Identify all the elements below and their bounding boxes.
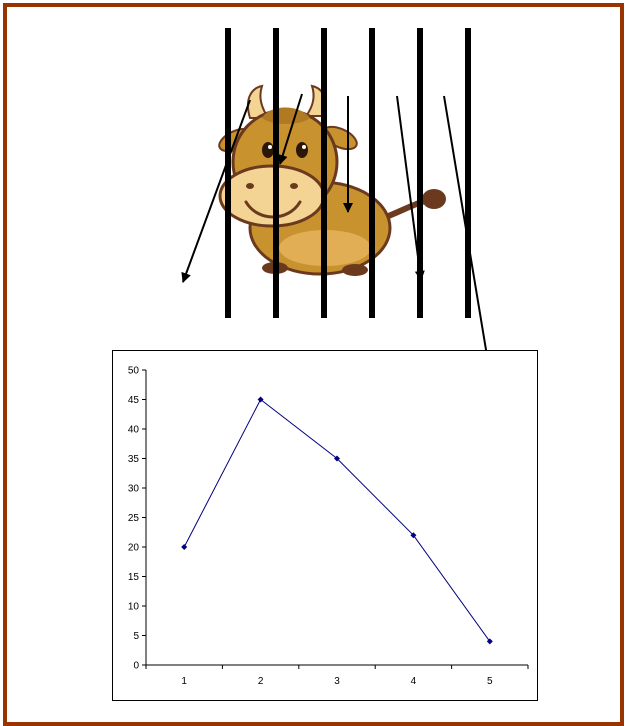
- data-point-marker: [410, 532, 417, 539]
- data-point-marker: [334, 455, 340, 462]
- arrow: [181, 99, 251, 283]
- y-axis-ticks: 0 5 10 15 20 25 30 35 40 45 50: [128, 366, 146, 672]
- arrow: [277, 93, 303, 165]
- y-tick-label: 45: [128, 395, 140, 406]
- arrow: [396, 95, 425, 281]
- x-tick-label: 3: [334, 676, 340, 687]
- y-tick-label: 30: [128, 484, 140, 495]
- slide-border-frame: [3, 3, 624, 726]
- y-tick-label: 15: [128, 572, 140, 583]
- y-tick-label: 0: [133, 661, 139, 672]
- y-tick-label: 50: [128, 366, 140, 377]
- chart-series: [181, 396, 493, 645]
- cartoon-bull-icon: [218, 84, 446, 276]
- x-tick-label: 5: [487, 676, 493, 687]
- x-axis-ticks: 1 2 3 4 5: [145, 665, 529, 687]
- x-tick-label: 4: [411, 676, 417, 687]
- y-tick-label: 35: [128, 454, 140, 465]
- y-tick-label: 20: [128, 543, 140, 554]
- x-tick-label: 2: [258, 676, 264, 687]
- x-tick-label: 1: [181, 676, 187, 687]
- data-point-marker: [181, 544, 188, 550]
- data-point-marker: [486, 638, 493, 645]
- y-tick-label: 25: [128, 513, 140, 524]
- y-tick-label: 10: [128, 602, 140, 613]
- arrow: [443, 95, 495, 381]
- arrows: [181, 93, 495, 381]
- y-tick-label: 5: [133, 631, 139, 642]
- data-point-marker: [257, 396, 264, 403]
- chart-area-border: [112, 350, 538, 701]
- y-tick-label: 40: [128, 425, 140, 436]
- cage-bars: [225, 28, 471, 318]
